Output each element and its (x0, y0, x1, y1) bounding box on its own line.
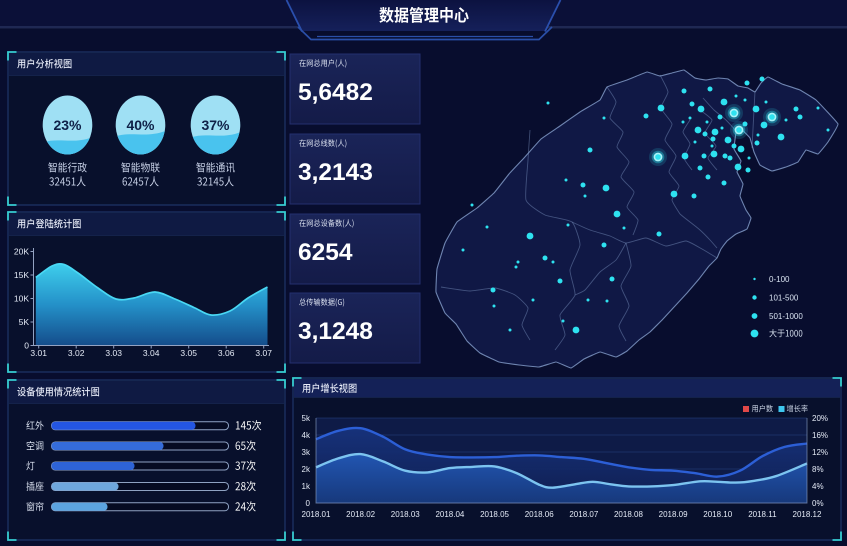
svg-text:8%: 8% (812, 465, 824, 474)
svg-text:5,6482: 5,6482 (298, 79, 373, 106)
svg-text:3.03: 3.03 (105, 348, 122, 358)
svg-text:4k: 4k (302, 431, 311, 440)
svg-text:2018.04: 2018.04 (435, 510, 464, 519)
svg-text:15K: 15K (14, 270, 29, 280)
svg-text:3.01: 3.01 (30, 348, 47, 358)
svg-text:3.05: 3.05 (180, 348, 197, 358)
svg-text:3,1248: 3,1248 (298, 318, 373, 345)
svg-text:2018.05: 2018.05 (480, 510, 509, 519)
svg-text:2k: 2k (302, 465, 311, 474)
svg-text:0: 0 (24, 341, 29, 351)
svg-text:3.06: 3.06 (218, 348, 235, 358)
svg-text:2018.08: 2018.08 (614, 510, 643, 519)
svg-text:2018.06: 2018.06 (525, 510, 554, 519)
svg-text:40%: 40% (126, 117, 155, 133)
svg-text:0%: 0% (812, 499, 824, 508)
svg-text:3.04: 3.04 (143, 348, 160, 358)
svg-text:4%: 4% (812, 482, 824, 491)
svg-text:10K: 10K (14, 294, 29, 304)
svg-text:2018.11: 2018.11 (748, 510, 777, 519)
svg-text:23%: 23% (53, 117, 82, 133)
svg-text:101-500: 101-500 (769, 294, 799, 303)
svg-text:3.02: 3.02 (68, 348, 85, 358)
svg-text:2018.07: 2018.07 (569, 510, 598, 519)
svg-text:16%: 16% (812, 431, 828, 440)
svg-text:20%: 20% (812, 414, 828, 423)
svg-text:2018.09: 2018.09 (659, 510, 688, 519)
svg-text:2018.10: 2018.10 (703, 510, 732, 519)
svg-text:5K: 5K (19, 317, 30, 327)
svg-text:1k: 1k (302, 482, 311, 491)
svg-text:501-1000: 501-1000 (769, 312, 803, 321)
svg-text:20K: 20K (14, 247, 29, 257)
svg-text:37%: 37% (201, 117, 230, 133)
svg-text:6254: 6254 (298, 239, 353, 266)
svg-text:3k: 3k (302, 448, 311, 457)
svg-text:12%: 12% (812, 448, 828, 457)
svg-text:0: 0 (306, 499, 311, 508)
svg-text:2018.12: 2018.12 (793, 510, 822, 519)
svg-text:2018.02: 2018.02 (346, 510, 375, 519)
svg-text:2018.03: 2018.03 (391, 510, 420, 519)
svg-text:3,2143: 3,2143 (298, 159, 373, 186)
svg-text:3.07: 3.07 (255, 348, 272, 358)
svg-text:2018.01: 2018.01 (302, 510, 331, 519)
svg-text:5k: 5k (302, 414, 311, 423)
svg-text:0-100: 0-100 (769, 275, 790, 284)
